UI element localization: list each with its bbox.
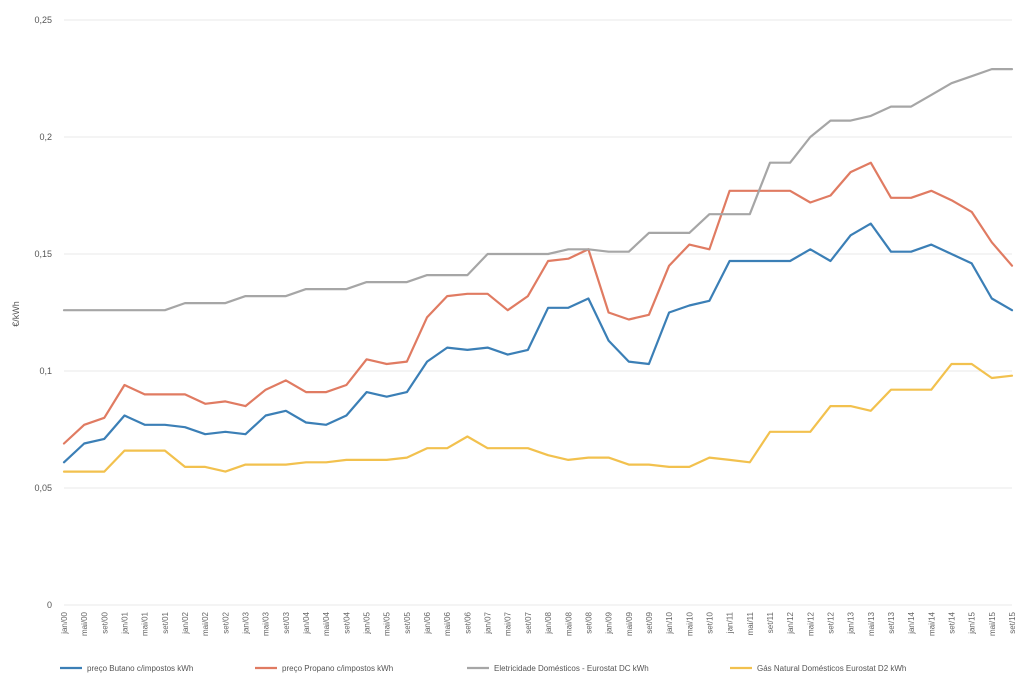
legend-label: preço Propano c/impostos kWh bbox=[282, 664, 393, 673]
x-tick-label: mai/07 bbox=[504, 611, 513, 636]
y-tick-label: 0,05 bbox=[34, 483, 52, 493]
y-tick-label: 0,25 bbox=[34, 15, 52, 25]
x-tick-label: jan/09 bbox=[605, 611, 614, 634]
series-line-2 bbox=[62, 161, 1014, 445]
gridlines bbox=[64, 19, 1012, 606]
x-tick-label: jan/02 bbox=[181, 611, 190, 634]
y-axis-ticks: 0 0,05 0,1 0,15 0,2 0,25 bbox=[34, 15, 52, 610]
x-tick-label: jan/00 bbox=[60, 611, 69, 634]
x-tick-label: jan/11 bbox=[726, 611, 735, 634]
x-tick-label: set/08 bbox=[584, 611, 593, 633]
x-tick-label: set/00 bbox=[100, 611, 109, 633]
y-tick-label: 0,15 bbox=[34, 249, 52, 259]
x-tick-label: set/04 bbox=[342, 611, 351, 633]
x-tick-label: mai/15 bbox=[988, 611, 997, 636]
x-tick-label: jan/06 bbox=[423, 611, 432, 634]
x-tick-label: jan/05 bbox=[363, 611, 372, 634]
x-tick-label: jan/13 bbox=[847, 611, 856, 634]
series-line-3 bbox=[62, 67, 1014, 312]
series-lines bbox=[62, 67, 1014, 473]
x-tick-label: set/14 bbox=[947, 611, 956, 633]
x-tick-label: jan/03 bbox=[242, 611, 251, 634]
x-tick-label: set/01 bbox=[161, 611, 170, 633]
series-line-4 bbox=[62, 362, 1014, 473]
y-tick-label: 0,2 bbox=[39, 132, 52, 142]
x-tick-label: jan/15 bbox=[968, 611, 977, 634]
series-line-1 bbox=[62, 222, 1014, 464]
x-tick-label: jan/14 bbox=[907, 611, 916, 634]
x-tick-label: set/11 bbox=[766, 611, 775, 633]
y-axis-label: €/kWh bbox=[11, 301, 21, 327]
legend-label: Eletricidade Domésticos - Eurostat DC kW… bbox=[494, 664, 649, 673]
x-tick-label: jan/08 bbox=[544, 611, 553, 634]
x-tick-label: jan/07 bbox=[484, 611, 493, 634]
x-tick-label: mai/05 bbox=[383, 611, 392, 636]
x-tick-label: mai/09 bbox=[625, 611, 634, 636]
x-tick-label: mai/08 bbox=[564, 611, 573, 636]
x-tick-label: jan/01 bbox=[121, 611, 130, 634]
x-tick-label: mai/04 bbox=[322, 611, 331, 636]
x-tick-label: mai/10 bbox=[685, 611, 694, 636]
x-tick-label: set/09 bbox=[645, 611, 654, 633]
x-tick-label: jan/04 bbox=[302, 611, 311, 634]
y-tick-label: 0,1 bbox=[39, 366, 52, 376]
legend: preço Butano c/impostos kWh preço Propano… bbox=[60, 664, 906, 673]
x-tick-label: mai/06 bbox=[443, 611, 452, 636]
x-tick-label: mai/11 bbox=[746, 611, 755, 635]
x-tick-label: mai/14 bbox=[927, 611, 936, 636]
x-tick-label: set/13 bbox=[887, 611, 896, 633]
x-tick-label: mai/13 bbox=[867, 611, 876, 636]
x-tick-label: mai/02 bbox=[201, 611, 210, 636]
legend-label: preço Butano c/impostos kWh bbox=[87, 664, 193, 673]
x-tick-label: set/02 bbox=[221, 611, 230, 633]
x-tick-label: set/03 bbox=[282, 611, 291, 633]
x-tick-label: set/05 bbox=[403, 611, 412, 633]
x-tick-label: set/10 bbox=[705, 611, 714, 633]
y-tick-label: 0 bbox=[47, 600, 52, 610]
x-tick-label: mai/12 bbox=[806, 611, 815, 636]
x-tick-label: set/07 bbox=[524, 611, 533, 633]
legend-label: Gás Natural Domésticos Eurostat D2 kWh bbox=[757, 664, 906, 673]
x-tick-label: mai/03 bbox=[262, 611, 271, 636]
x-tick-label: jan/10 bbox=[665, 611, 674, 634]
x-axis-ticks: jan/00 mai/00 set/00 jan/01 mai/01 set/01 jan/… bbox=[60, 611, 1015, 636]
x-tick-label: mai/01 bbox=[141, 611, 150, 636]
x-tick-label: mai/00 bbox=[80, 611, 89, 636]
x-tick-label: set/06 bbox=[463, 611, 472, 633]
x-tick-label: set/15 bbox=[1008, 611, 1015, 633]
x-tick-label: set/12 bbox=[826, 611, 835, 633]
x-tick-label: jan/12 bbox=[786, 611, 795, 634]
